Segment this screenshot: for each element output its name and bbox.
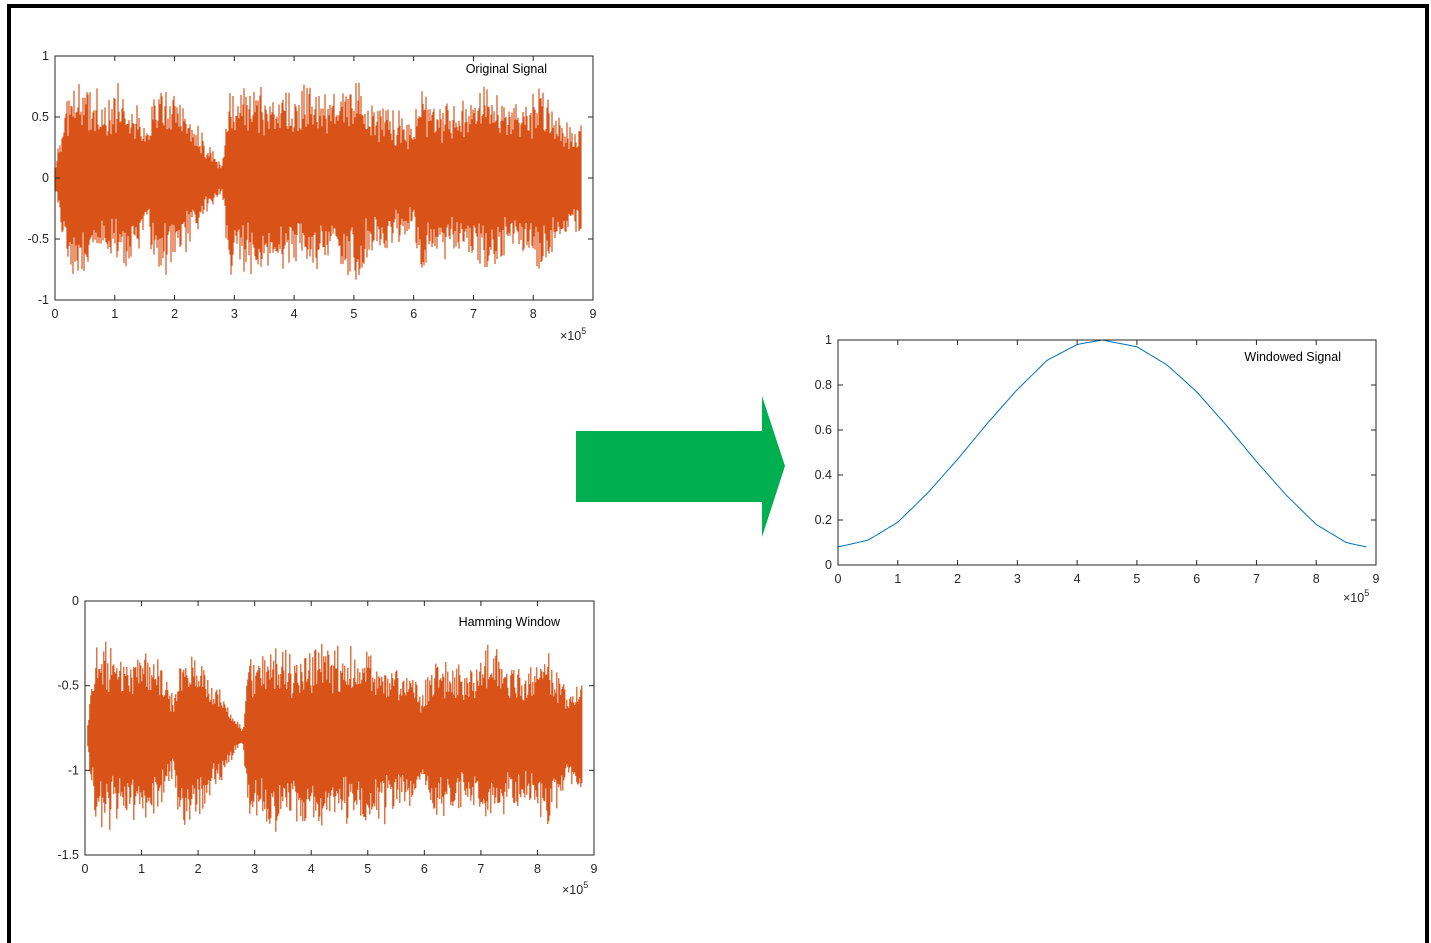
- x-tick-label: 3: [231, 307, 238, 321]
- x-tick-label: 2: [171, 307, 178, 321]
- chart-hamming-window: 0 1 2 3 4 5 6 7 8 9 -1.5 -1 -0.5 0 Hamming Window ×10…: [57, 594, 597, 897]
- y-tick-label: 1: [42, 49, 49, 63]
- x-tick-label: 3: [251, 862, 258, 876]
- x-tick-label: 4: [291, 307, 298, 321]
- windowed-signal-x-exponent: ×105: [1343, 588, 1369, 605]
- x-tick-label: 9: [590, 307, 597, 321]
- y-tick-label: 0: [72, 594, 79, 608]
- x-tick-label: 4: [308, 862, 315, 876]
- y-tick-label: -0.5: [57, 679, 79, 693]
- original-signal-title: Original Signal: [466, 62, 547, 76]
- x-tick-label: 8: [1313, 572, 1320, 586]
- x-tick-label: 9: [591, 862, 598, 876]
- x-tick-label: 7: [477, 862, 484, 876]
- x-tick-label: 3: [1014, 572, 1021, 586]
- x-tick-label: 2: [954, 572, 961, 586]
- hamming-window-x-exponent: ×105: [562, 880, 588, 897]
- y-tick-label: 1: [825, 333, 832, 347]
- x-tick-label: 7: [1253, 572, 1260, 586]
- y-tick-label: 0.6: [815, 423, 832, 437]
- series-line: [837, 339, 1367, 548]
- windowed-signal-ticks: 0 1 2 3 4 5 6 7 8 9 0 0.2 0.4 0.6 0.8 1: [815, 333, 1380, 586]
- chart-original-signal: 0 1 2 3 4 5 6 7 8 9 -1 -0.5 0 0.5 1 Original Signal ×1…: [27, 49, 596, 343]
- x-tick-label: 8: [530, 307, 537, 321]
- x-tick-label: 5: [1133, 572, 1140, 586]
- x-tick-label: 0: [835, 572, 842, 586]
- windowed-signal-title: Windowed Signal: [1244, 350, 1341, 364]
- windowed-signal-curve: [837, 339, 1367, 548]
- hamming-window-axes-box: [84, 600, 595, 856]
- x-tick-label: 5: [364, 862, 371, 876]
- x-tick-label: 6: [1193, 572, 1200, 586]
- y-tick-label: 0: [42, 171, 49, 185]
- windowed-signal-axes-box: [837, 339, 1377, 566]
- y-tick-label: 0: [825, 558, 832, 572]
- x-tick-label: 5: [350, 307, 357, 321]
- series-waveform: [54, 82, 582, 280]
- chart-windowed-signal: 0 1 2 3 4 5 6 7 8 9 0 0.2 0.4 0.6 0.8 1 Windowed Signal…: [815, 333, 1380, 605]
- hamming-window-title: Hamming Window: [459, 615, 561, 629]
- x-tick-label: 0: [52, 307, 59, 321]
- series-waveform: [87, 641, 583, 832]
- hamming-window-waveform: [87, 641, 583, 832]
- x-tick-label: 9: [1373, 572, 1380, 586]
- y-tick-label: 0.4: [815, 468, 832, 482]
- x-tick-label: 1: [138, 862, 145, 876]
- hamming-window-ticks: 0 1 2 3 4 5 6 7 8 9 -1.5 -1 -0.5 0: [57, 594, 597, 876]
- y-tick-label: 0.5: [32, 110, 49, 124]
- x-tick-label: 1: [111, 307, 118, 321]
- original-signal-waveform: [54, 82, 582, 280]
- x-tick-label: 0: [82, 862, 89, 876]
- x-tick-label: 6: [410, 307, 417, 321]
- right-arrow-icon: [576, 396, 785, 537]
- x-tick-label: 6: [421, 862, 428, 876]
- original-signal-x-exponent: ×105: [560, 326, 586, 343]
- x-tick-label: 1: [894, 572, 901, 586]
- x-tick-label: 4: [1074, 572, 1081, 586]
- x-tick-label: 8: [534, 862, 541, 876]
- y-tick-label: -1: [38, 293, 49, 307]
- x-tick-label: 7: [470, 307, 477, 321]
- y-tick-label: 0.2: [815, 513, 832, 527]
- y-tick-label: -0.5: [27, 232, 49, 246]
- y-tick-label: -1: [68, 763, 79, 777]
- figure-frame: [7, 4, 1429, 943]
- x-tick-label: 2: [195, 862, 202, 876]
- original-signal-ticks: 0 1 2 3 4 5 6 7 8 9 -1 -0.5 0 0.5 1: [27, 49, 596, 321]
- y-tick-label: 0.8: [815, 378, 832, 392]
- y-tick-label: -1.5: [57, 848, 79, 862]
